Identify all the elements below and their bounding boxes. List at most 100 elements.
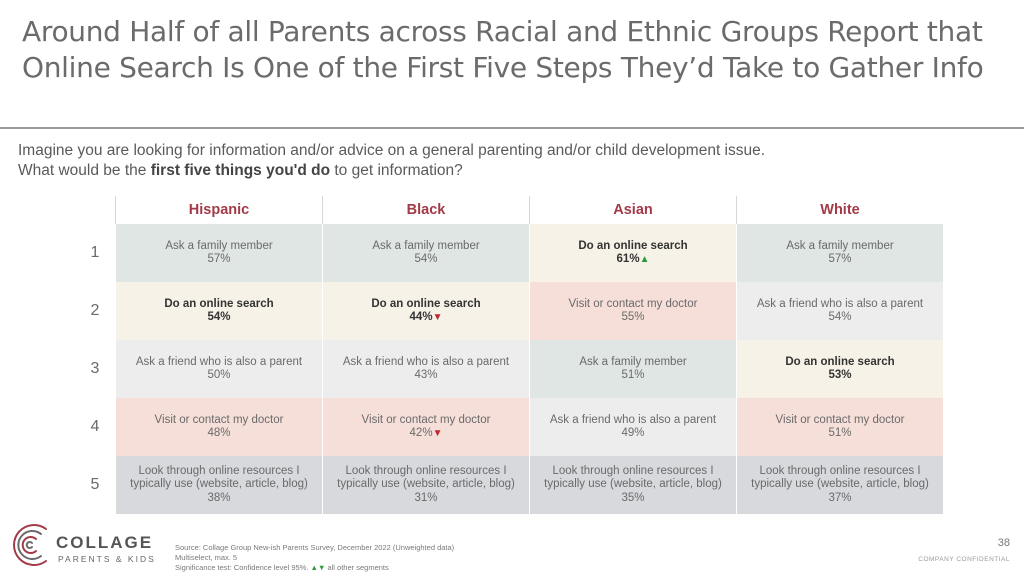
cell-label: Ask a family member bbox=[786, 239, 894, 252]
table-cell-asian: Visit or contact my doctor 55% bbox=[529, 282, 736, 340]
table-cell-white: Ask a family member 57% bbox=[736, 224, 943, 282]
cell-label: Ask a friend who is also a parent bbox=[549, 413, 717, 426]
table-cell-asian: Look through online resources I typicall… bbox=[529, 456, 736, 514]
table-cell-hispanic: Look through online resources I typicall… bbox=[115, 456, 322, 514]
cell-percentage: 49% bbox=[621, 427, 645, 439]
cell-percentage: 54% bbox=[414, 253, 438, 265]
cell-percentage: 54% bbox=[828, 311, 852, 323]
source-line-1: Source: Collage Group New-ish Parents Su… bbox=[175, 543, 455, 552]
rank-number: 3 bbox=[90, 360, 100, 377]
cell-label: Ask a family member bbox=[372, 239, 480, 252]
slide-title-line-2: Online Search Is One of the First Five S… bbox=[22, 51, 984, 84]
cell-value: 51% bbox=[621, 369, 644, 383]
cell-label: Ask a friend who is also a parent bbox=[135, 355, 303, 368]
table-cell-white: Visit or contact my doctor 51% bbox=[736, 398, 943, 456]
survey-question: Imagine you are looking for information … bbox=[18, 141, 1008, 181]
page-number: 38 bbox=[997, 537, 1010, 549]
cell-label: Do an online search bbox=[785, 355, 895, 368]
cell-value: 44%▼ bbox=[410, 311, 443, 325]
table-cell-white: Look through online resources I typicall… bbox=[736, 456, 943, 514]
question-line-2-prefix: What would be the bbox=[18, 162, 151, 179]
cell-percentage: 57% bbox=[828, 253, 852, 265]
table-row: 5 Look through online resources I typical… bbox=[75, 456, 943, 514]
question-line-2: What would be the first five things you'… bbox=[18, 161, 1008, 181]
cell-percentage: 35% bbox=[621, 491, 645, 504]
table-row: 1 Ask a family member 57% Ask a family memb… bbox=[75, 224, 943, 282]
source-line-3-prefix: Significance test: Confidence level 95%. bbox=[175, 563, 309, 572]
cell-percentage: 48% bbox=[207, 427, 231, 439]
rank-number: 2 bbox=[90, 302, 100, 319]
cell-percentage: 57% bbox=[207, 253, 231, 265]
significance-down-icon: ▼ bbox=[432, 312, 443, 323]
table-header-row: Hispanic Black Asian White bbox=[75, 196, 943, 224]
table-cell-black: Look through online resources I typicall… bbox=[322, 456, 529, 514]
cell-label: Visit or contact my doctor bbox=[361, 413, 491, 426]
cell-percentage: 43% bbox=[414, 369, 438, 381]
cell-percentage: 38% bbox=[207, 491, 231, 504]
significance-down-icon: ▼ bbox=[432, 428, 443, 439]
collage-fingerprint-logo-icon bbox=[13, 524, 47, 566]
cell-value: 31% bbox=[414, 492, 437, 506]
cell-label: Look through online resources I typicall… bbox=[751, 464, 929, 491]
table-row: 4 Visit or contact my doctor 48% Visit or c… bbox=[75, 398, 943, 456]
cell-value: 48% bbox=[207, 427, 230, 441]
table-cell-asian: Ask a family member 51% bbox=[529, 340, 736, 398]
cell-value: 61%▲ bbox=[617, 253, 650, 267]
source-line-2: Multiselect, max. 5 bbox=[175, 553, 238, 562]
cell-label: Ask a friend who is also a parent bbox=[342, 355, 510, 368]
table-cell-white: Ask a friend who is also a parent 54% bbox=[736, 282, 943, 340]
significance-symbols: ▲▼ bbox=[310, 563, 326, 572]
cell-value: 57% bbox=[828, 253, 851, 267]
cell-percentage: 53% bbox=[828, 369, 852, 381]
cell-label: Do an online search bbox=[164, 297, 274, 310]
column-header-asian: Asian bbox=[529, 196, 736, 224]
table-cell-black: Ask a friend who is also a parent 43% bbox=[322, 340, 529, 398]
source-line-3-suffix: all other segments bbox=[325, 563, 389, 572]
question-line-1: Imagine you are looking for information … bbox=[18, 142, 766, 159]
table-cell-black: Do an online search 44%▼ bbox=[322, 282, 529, 340]
cell-label: Visit or contact my doctor bbox=[775, 413, 905, 426]
cell-label: Look through online resources I typicall… bbox=[544, 464, 722, 491]
table-cell-hispanic: Ask a family member 57% bbox=[115, 224, 322, 282]
rank-number: 5 bbox=[90, 476, 100, 493]
cell-percentage: 55% bbox=[621, 311, 645, 323]
table-body: 1 Ask a family member 57% Ask a family memb… bbox=[75, 224, 943, 514]
logo-subtitle: PARENTS & KIDS bbox=[58, 554, 156, 564]
ranking-table: Hispanic Black Asian White 1 Ask a family… bbox=[75, 196, 943, 514]
cell-label: Visit or contact my doctor bbox=[154, 413, 284, 426]
cell-label: Ask a family member bbox=[579, 355, 687, 368]
collage-logo: COLLAGE PARENTS & KIDS bbox=[8, 519, 168, 571]
cell-percentage: 31% bbox=[414, 491, 438, 504]
table-cell-white: Do an online search 53% bbox=[736, 340, 943, 398]
table-cell-hispanic: Ask a friend who is also a parent 50% bbox=[115, 340, 322, 398]
table-row: 2 Do an online search 54% Do an online sear… bbox=[75, 282, 943, 340]
cell-value: 49% bbox=[621, 427, 644, 441]
column-header-white: White bbox=[736, 196, 943, 224]
cell-percentage: 44% bbox=[409, 311, 433, 323]
cell-percentage: 51% bbox=[828, 427, 852, 439]
cell-value: 53% bbox=[828, 369, 851, 383]
column-header-black: Black bbox=[322, 196, 529, 224]
logo-name: COLLAGE bbox=[56, 533, 154, 552]
title-divider bbox=[0, 127, 1024, 129]
slide-title-line-1: Around Half of all Parents across Racial… bbox=[22, 15, 983, 48]
column-header-hispanic: Hispanic bbox=[115, 196, 322, 224]
cell-percentage: 54% bbox=[207, 311, 231, 323]
source-line-3: Significance test: Confidence level 95%.… bbox=[175, 563, 735, 573]
cell-percentage: 51% bbox=[621, 369, 645, 381]
rank-number: 4 bbox=[90, 418, 100, 435]
cell-value: 43% bbox=[414, 369, 437, 383]
cell-value: 50% bbox=[207, 369, 230, 383]
cell-label: Ask a friend who is also a parent bbox=[756, 297, 924, 310]
cell-percentage: 50% bbox=[207, 369, 231, 381]
table-cell-black: Ask a family member 54% bbox=[322, 224, 529, 282]
table-row: 3 Ask a friend who is also a parent 50% Ask… bbox=[75, 340, 943, 398]
source-notes: Source: Collage Group New-ish Parents Su… bbox=[175, 543, 735, 573]
cell-value: 55% bbox=[621, 311, 644, 325]
cell-value: 42%▼ bbox=[410, 427, 443, 441]
cell-label: Look through online resources I typicall… bbox=[130, 464, 308, 491]
cell-label: Look through online resources I typicall… bbox=[337, 464, 515, 491]
table-cell-asian: Do an online search 61%▲ bbox=[529, 224, 736, 282]
rank-number: 1 bbox=[90, 244, 100, 261]
table-cell-black: Visit or contact my doctor 42%▼ bbox=[322, 398, 529, 456]
